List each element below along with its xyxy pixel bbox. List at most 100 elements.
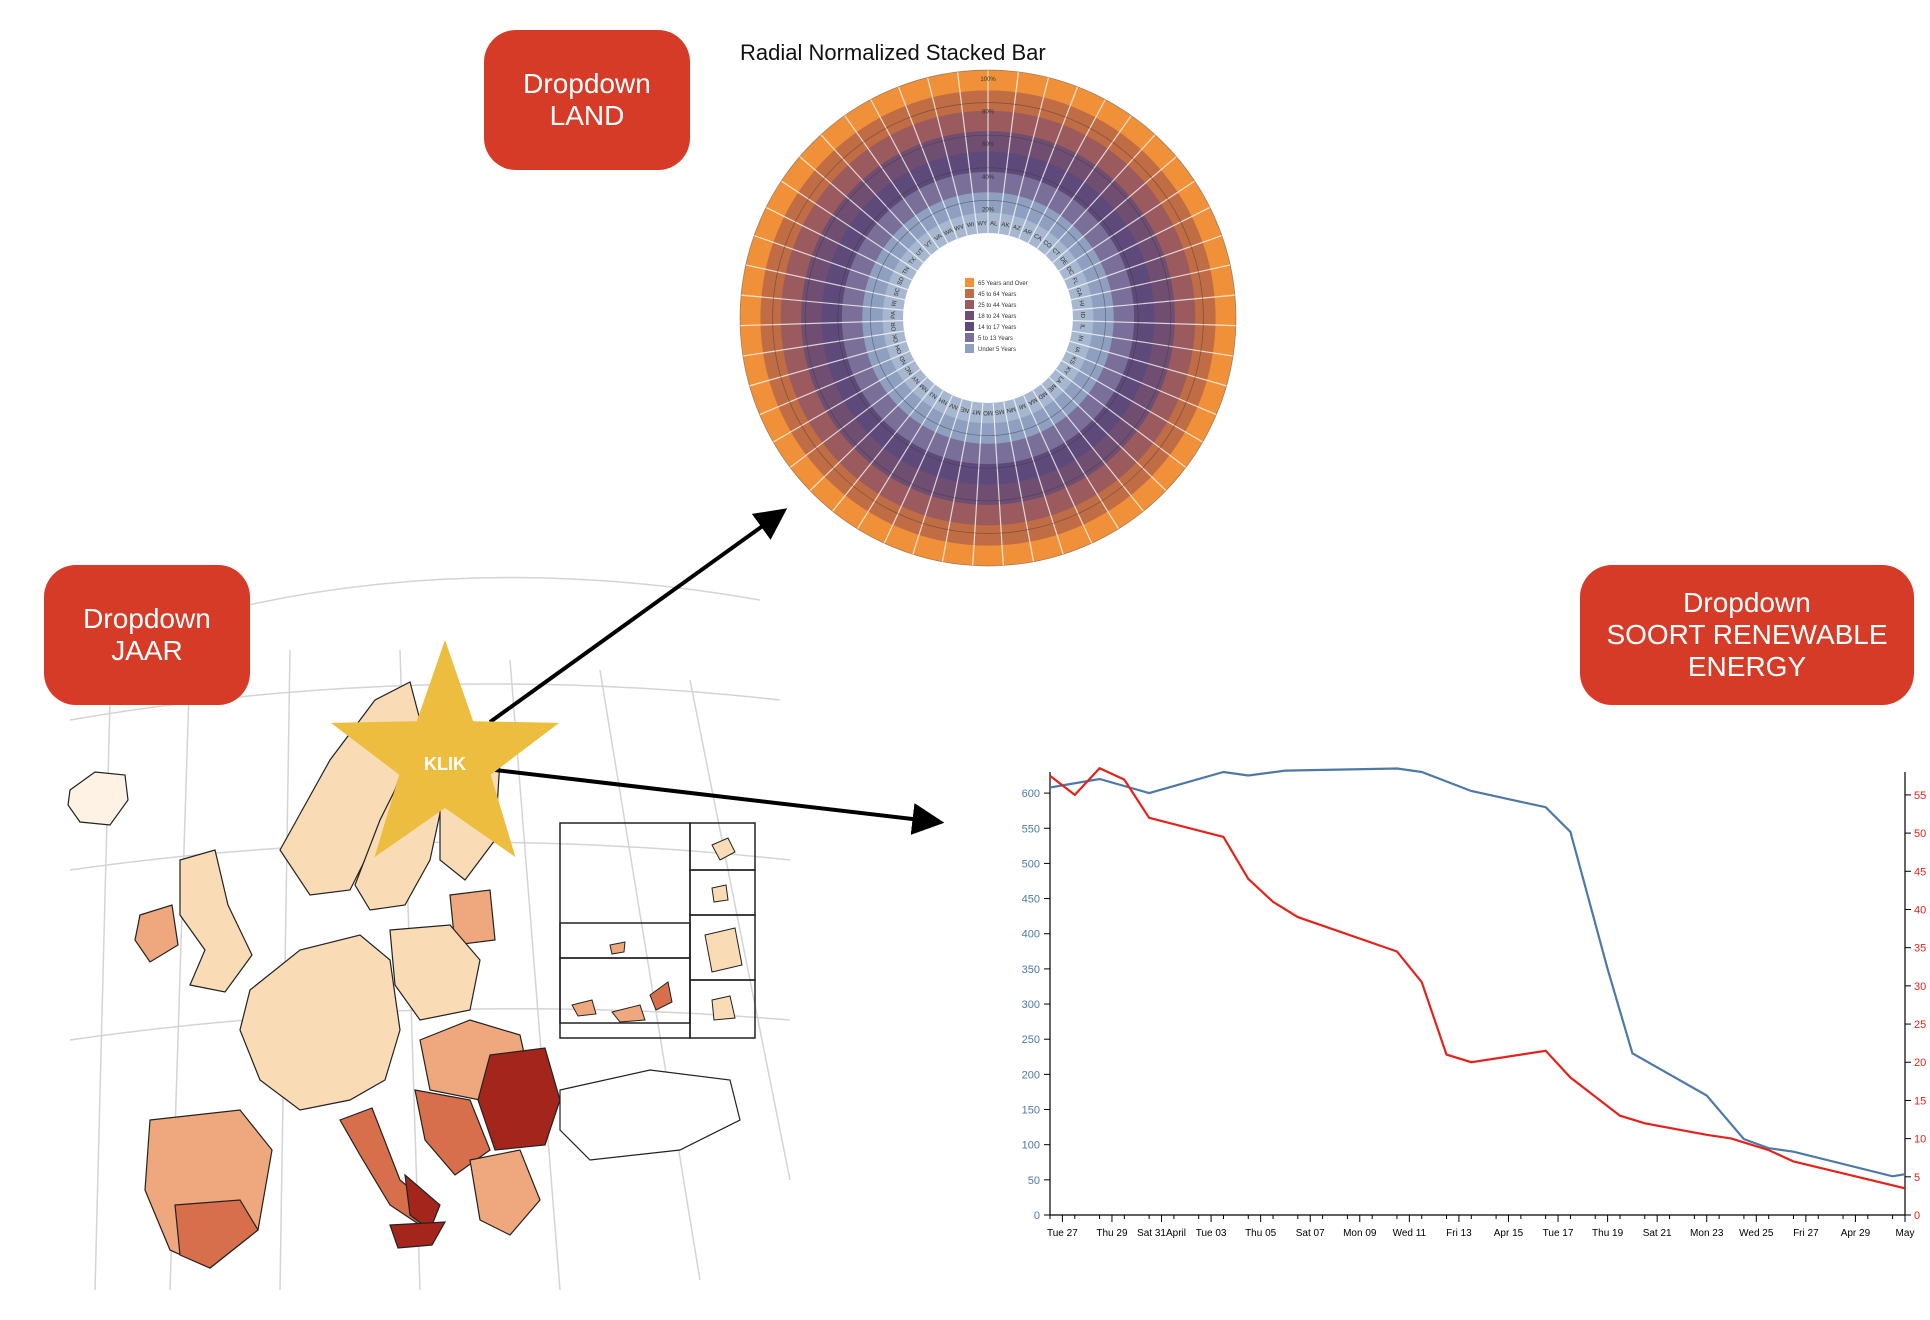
radial-state-label: OR (891, 321, 898, 331)
x-axis-tick-label: Fri 27 (1793, 1228, 1819, 1239)
map-region-greece (469, 1149, 541, 1236)
radial-state-label: NE (960, 405, 970, 413)
radial-spoke (926, 77, 968, 236)
left-axis-tick-label: 550 (1022, 823, 1040, 835)
radial-state-label: RI (892, 300, 899, 307)
right-axis-tick-label: 45 (1914, 866, 1926, 878)
radial-state-label: AZ (1012, 224, 1021, 232)
dropdown-land-line2: LAND (549, 100, 625, 131)
radial-spoke (1048, 376, 1167, 492)
radial-spoke (759, 350, 910, 416)
radial-state-label: MN (1006, 405, 1017, 413)
series-line-blue (1049, 767, 1906, 1178)
radial-spoke (1072, 294, 1235, 311)
radial-state-label: VT (924, 240, 934, 250)
radial-state-label: SC (894, 287, 902, 297)
inset-island (711, 995, 736, 1021)
radial-spoke (1003, 401, 1035, 562)
legend-swatch (965, 311, 974, 320)
radial-state-label: WV (954, 224, 965, 233)
europe-map[interactable] (67, 576, 791, 1291)
radial-spoke (799, 156, 924, 264)
radial-state-label: NM (919, 382, 930, 393)
radial-spoke (912, 398, 963, 555)
radial-spoke (856, 389, 944, 530)
left-axis-tick-label: 250 (1022, 1034, 1040, 1046)
radial-spoke (1069, 340, 1227, 387)
radial-state-label: IA (1073, 346, 1081, 353)
left-axis-tick-label: 400 (1022, 929, 1040, 941)
line-chart[interactable]: 0 50 100 150 200 250 300 350 400 450 500 550 600 0 5 10… (1022, 766, 1927, 1239)
graticule-line (509, 659, 561, 1291)
x-axis-tick-label: Apr 29 (1841, 1228, 1871, 1239)
x-axis-tick-label: Sat 31April (1137, 1228, 1186, 1239)
right-axis-tick-label: 35 (1914, 943, 1926, 955)
radial-spoke (972, 402, 984, 566)
left-axis-tick-label: 450 (1022, 894, 1040, 906)
radial-spoke (741, 294, 904, 311)
dropdown-energy-line2: SOORT RENEWABLE (1606, 619, 1888, 650)
left-axis-tick-label: 350 (1022, 964, 1040, 976)
x-axis-tick-label: Tue 17 (1543, 1228, 1574, 1239)
radial-state-label: IL (1078, 324, 1084, 330)
left-axis-tick-label: 100 (1022, 1140, 1040, 1152)
x-axis-tick-label: Mon 09 (1343, 1228, 1377, 1239)
left-axis-tick-label: 500 (1022, 858, 1040, 870)
radial-spoke (1072, 320, 1236, 327)
legend-swatch (965, 322, 974, 331)
arrow-to-linechart-icon (494, 768, 945, 835)
legend-label: 65 Years and Over (978, 281, 1028, 287)
inset-island (611, 1004, 646, 1023)
radial-spoke (1055, 368, 1187, 468)
radial-spoke (1032, 389, 1120, 530)
dropdown-land-button[interactable]: Dropdown LAND (484, 30, 690, 170)
x-axis-tick-label: Tue 27 (1047, 1228, 1078, 1239)
x-axis-tick-label: May (1896, 1228, 1915, 1239)
radial-state-label: KY (1062, 365, 1071, 375)
radial-spoke (1044, 134, 1156, 256)
radial-state-label: OK (892, 333, 900, 343)
x-axis-tick-label: Fri 13 (1446, 1228, 1472, 1239)
radial-spoke (1071, 330, 1234, 357)
star-icon[interactable] (330, 640, 560, 858)
radial-spoke (997, 71, 1020, 234)
radial-state-label: ID (1079, 312, 1085, 319)
radial-state-label: MA (1027, 396, 1038, 406)
dropdown-jaar-button[interactable]: Dropdown JAAR (44, 565, 250, 705)
radial-spoke (941, 401, 973, 562)
radial-state-label: MO (983, 409, 993, 415)
radial-spoke (780, 180, 918, 272)
radial-spoke (1070, 264, 1231, 301)
radial-state-label: WY (977, 221, 987, 228)
map-region-uk (179, 849, 253, 993)
right-axis-tick-label: 25 (1914, 1019, 1926, 1031)
radial-spoke (1036, 115, 1132, 249)
radial-spoke (1027, 99, 1106, 244)
radial-ring-gridline (837, 167, 1139, 469)
radial-spoke (956, 71, 979, 234)
map-region-west-central (239, 934, 401, 1111)
radial-state-label: DE (1058, 256, 1068, 266)
radial-state-label: FL (1070, 277, 1079, 286)
map-region-romania-bulgaria (477, 1047, 561, 1151)
radial-spoke (1018, 86, 1079, 239)
right-axis-tick-label: 20 (1914, 1057, 1926, 1069)
radial-ring-label: 100% (980, 77, 996, 83)
radial-legend: 65 Years and Over 45 to 64 Years 25 to 44 … (965, 278, 1028, 353)
radial-spoke (1067, 235, 1223, 291)
left-axis-tick-label: 50 (1028, 1175, 1040, 1187)
x-axis-tick-label: Tue 03 (1196, 1228, 1227, 1239)
radial-spoke (897, 86, 958, 239)
radial-spoke (742, 330, 905, 357)
radial-state-label: NV (949, 401, 959, 410)
dropdown-jaar-line2: JAAR (111, 635, 183, 666)
radial-spoke (1063, 206, 1211, 281)
legend-swatch (965, 278, 974, 287)
radial-spoke (820, 134, 932, 256)
radial-spoke (809, 376, 928, 492)
dropdown-energy-button[interactable]: Dropdown SOORT RENEWABLE ENERGY (1580, 565, 1914, 705)
radial-state-label: TN (902, 266, 911, 276)
star-label[interactable]: KLIK (424, 754, 466, 774)
radial-state-label: AR (1022, 228, 1033, 237)
